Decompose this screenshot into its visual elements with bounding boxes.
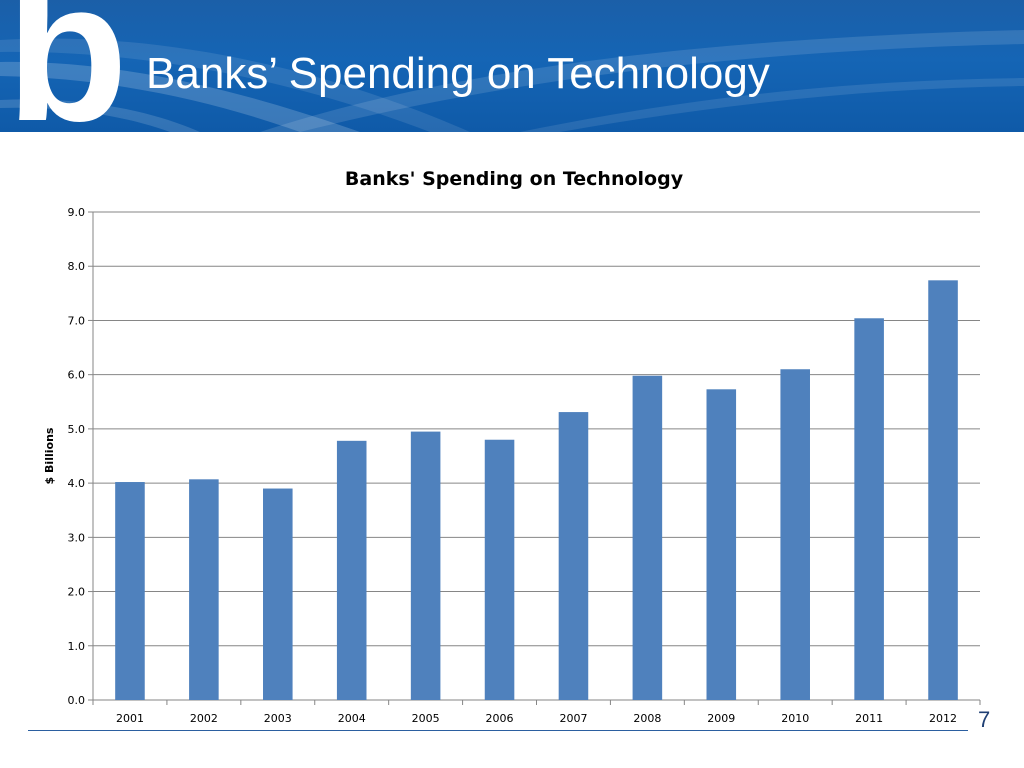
x-tick-label: 2008 [633, 712, 661, 725]
bar-2006 [484, 439, 515, 700]
y-tick-label: 8.0 [68, 260, 86, 273]
bar-2008 [632, 375, 663, 700]
y-tick-label: 4.0 [68, 477, 86, 490]
bar-2004 [336, 440, 367, 700]
x-tick-label: 2007 [559, 712, 587, 725]
x-tick-label: 2003 [264, 712, 292, 725]
bar-2003 [263, 488, 293, 700]
y-tick-label: 0.0 [68, 694, 86, 707]
slide-title: Banks’ Spending on Technology [146, 49, 770, 98]
y-tick-label: 6.0 [68, 369, 86, 382]
bar-2012 [928, 280, 958, 700]
y-tick-label: 3.0 [68, 531, 86, 544]
x-tick-label: 2009 [707, 712, 735, 725]
bar-2005 [410, 431, 441, 700]
y-tick-label: 7.0 [68, 314, 86, 327]
bar-2010 [780, 369, 810, 700]
y-tick-label: 1.0 [68, 640, 86, 653]
chart-title: Banks' Spending on Technology [344, 168, 684, 190]
footer-divider [28, 730, 968, 731]
y-tick-label: 9.0 [68, 206, 86, 219]
y-axis-title: $ Billions [43, 427, 56, 484]
bar-2002 [189, 479, 219, 700]
y-tick-label: 2.0 [68, 586, 86, 599]
y-tick-label: 5.0 [68, 423, 86, 436]
bar-2007 [558, 412, 589, 700]
x-tick-label: 2011 [855, 712, 883, 725]
bar-2001 [115, 482, 145, 700]
x-tick-label: 2005 [412, 712, 440, 725]
bar-2011 [854, 318, 884, 700]
logo: b [6, 0, 129, 132]
x-tick-label: 2010 [781, 712, 809, 725]
bar-2009 [706, 389, 737, 700]
x-tick-label: 2002 [190, 712, 218, 725]
page-number: 7 [978, 707, 991, 732]
x-tick-label: 2012 [929, 712, 957, 725]
slide-header: b Banks’ Spending on Technology [0, 0, 1024, 132]
x-tick-label: 2001 [116, 712, 144, 725]
header-swoosh-decoration [0, 30, 1024, 132]
x-tick-label: 2006 [486, 712, 514, 725]
x-tick-label: 2004 [338, 712, 366, 725]
